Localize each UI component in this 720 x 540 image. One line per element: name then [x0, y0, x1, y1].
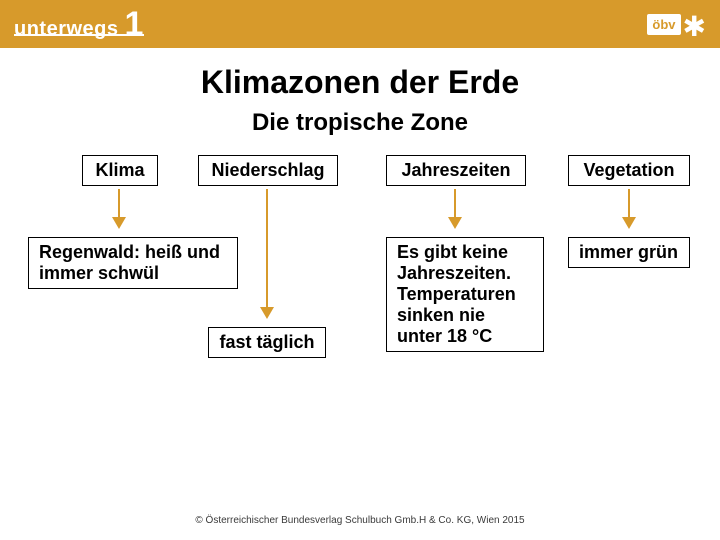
- detail-vegetation: immer grün: [568, 237, 690, 268]
- arrow-jahreszeiten: [448, 189, 462, 229]
- arrow-vegetation: [622, 189, 636, 229]
- footer-copyright: © Österreichischer Bundesverlag Schulbuc…: [0, 515, 720, 526]
- page-subtitle: Die tropische Zone: [28, 109, 692, 137]
- category-vegetation: Vegetation: [568, 155, 690, 186]
- category-niederschlag: Niederschlag: [198, 155, 338, 186]
- arrow-niederschlag: [260, 189, 274, 319]
- page-title: Klimazonen der Erde: [28, 64, 692, 101]
- diagram: Klima Niederschlag Jahreszeiten Vegetati…: [28, 155, 692, 485]
- detail-jahreszeiten: Es gibt keine Jahreszeiten. Temperaturen…: [386, 237, 544, 352]
- detail-niederschlag: fast täglich: [208, 327, 326, 358]
- content-area: Klimazonen der Erde Die tropische Zone K…: [0, 48, 720, 540]
- category-klima: Klima: [82, 155, 158, 186]
- publisher-logo: öbv ✱: [647, 7, 706, 41]
- brand: unterwegs 1: [14, 7, 143, 41]
- category-jahreszeiten: Jahreszeiten: [386, 155, 526, 186]
- publisher-logo-label: öbv: [647, 14, 680, 35]
- arrow-klima: [112, 189, 126, 229]
- star-icon: ✱: [683, 13, 706, 41]
- brand-underline: [14, 34, 144, 36]
- detail-klima: Regenwald: heiß und immer schwül: [28, 237, 238, 289]
- header-bar: unterwegs 1 öbv ✱: [0, 0, 720, 48]
- brand-text: unterwegs: [14, 18, 119, 41]
